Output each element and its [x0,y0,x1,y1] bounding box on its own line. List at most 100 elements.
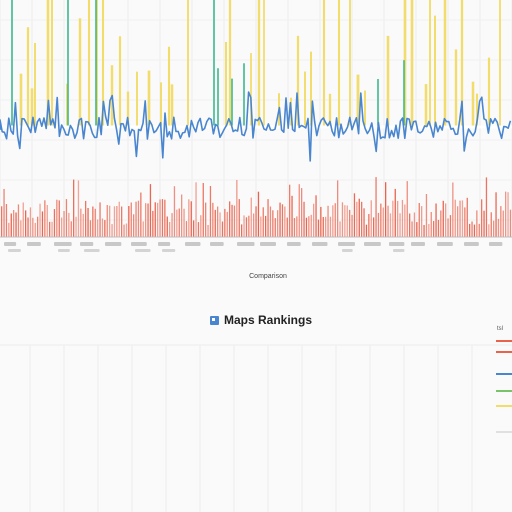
red-bar [257,191,260,237]
red-bar [248,215,250,237]
red-bar [274,218,276,237]
red-bar [94,208,96,237]
red-bar [481,199,483,237]
x-tick-label [135,249,151,252]
red-bar [135,201,137,237]
top-chart-grid [0,0,512,237]
red-bar [190,201,192,237]
red-bar [394,188,396,237]
red-bar [457,206,459,237]
red-bar [277,210,279,237]
red-bar [320,206,322,237]
red-bar [207,225,209,237]
red-bar [20,220,22,237]
red-bar [413,212,416,237]
red-bar [202,183,204,237]
red-bar [245,217,248,237]
x-tick-label [411,242,425,246]
red-bar [423,225,425,237]
red-bar [22,202,24,237]
red-bar [8,222,10,237]
red-bar [433,221,435,237]
red-bar [68,212,70,237]
x-tick-label [210,242,224,246]
red-bar [111,224,113,237]
red-bar [3,188,5,237]
red-bar [344,205,346,237]
red-bar [490,212,492,237]
red-bar [32,217,34,237]
red-bar [224,208,226,237]
red-bar [373,217,375,237]
x-tick-label [58,249,70,252]
red-bar [49,221,51,237]
red-bar [322,217,324,237]
red-bar [217,206,219,237]
red-bar [349,209,351,237]
red-bar [44,200,46,237]
red-bar [233,205,236,237]
red-bar [147,203,149,237]
red-bar [416,222,418,237]
red-bar [255,206,257,237]
red-bar [70,221,72,237]
red-bar [370,200,372,237]
red-bar [356,201,358,237]
x-tick-label [80,242,94,246]
red-bar [505,191,507,237]
x-tick-label [131,242,147,246]
red-bar [250,197,252,237]
red-bar [353,193,356,237]
red-bar [272,210,274,237]
red-bar [130,202,132,237]
red-bar [310,214,312,237]
red-bar [449,215,452,237]
red-bar [380,203,382,237]
red-bar [154,202,156,237]
red-bar [385,182,387,237]
red-bar [497,218,500,237]
red-bar [286,217,288,237]
red-bar [404,204,406,237]
x-tick-label [158,242,171,246]
x-tick-labels [4,242,503,252]
x-tick-label [162,249,176,252]
red-bar [341,202,344,237]
red-bar [241,224,243,237]
red-bar [509,209,512,237]
red-bar [123,224,125,237]
red-bar [56,199,58,237]
red-bar [25,210,27,237]
red-bar [406,181,408,237]
square-icon [210,315,219,325]
red-bar [315,195,317,237]
red-bar [118,201,120,237]
x-tick-label [185,242,201,246]
red-bar [171,213,173,237]
red-bar [176,209,178,237]
red-bar [305,217,308,237]
x-tick-label [27,242,41,246]
red-bar [159,199,161,237]
red-bar [459,200,461,237]
x-tick-label [105,242,122,246]
red-bar [365,224,368,237]
red-bar [1,206,3,237]
red-bar-series [1,177,512,237]
x-tick-label [84,249,100,252]
red-bar [507,192,509,237]
red-bar [238,199,240,237]
red-bar [137,200,140,237]
x-tick-label [338,242,355,246]
red-bar [37,216,39,237]
red-bar [502,210,504,237]
red-bar [466,197,468,237]
lower-chart-title: Maps Rankings [210,313,312,327]
red-bar [464,207,466,237]
red-bar [289,184,291,237]
red-bar [303,201,305,237]
red-bar [478,223,480,237]
red-bar [483,210,485,237]
red-bar [15,212,17,237]
